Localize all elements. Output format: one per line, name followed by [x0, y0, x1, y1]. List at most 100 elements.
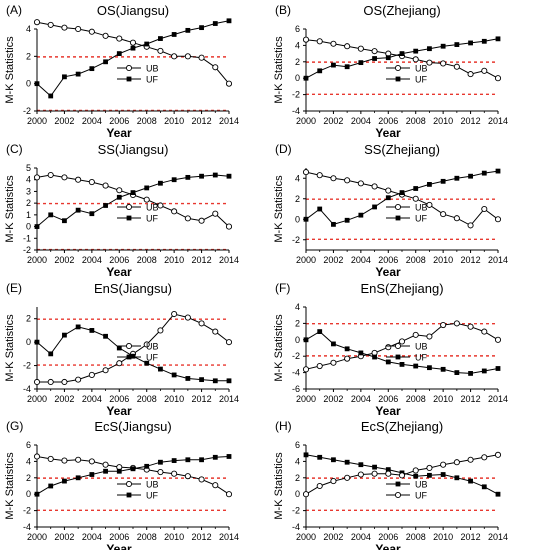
data-point-ub	[102, 32, 109, 39]
data-point-ub	[357, 45, 364, 52]
y-tick-label: -4	[23, 522, 31, 532]
panel-title: EnS(Jiangsu)	[94, 281, 172, 296]
data-point-uf	[494, 451, 502, 458]
data-point-uf	[495, 168, 501, 174]
data-point-uf	[116, 51, 122, 56]
legend-item-uf: UF	[117, 491, 158, 501]
data-point-uf	[398, 472, 406, 479]
data-point-uf	[158, 459, 163, 465]
y-tick-label: 4	[26, 456, 31, 466]
data-point-ub	[212, 482, 219, 489]
x-tick-label: 2004	[82, 255, 102, 265]
x-tick-label: 2000	[27, 532, 47, 542]
x-tick-label: 2004	[82, 116, 102, 126]
legend-item-ub: UB	[117, 342, 159, 352]
y-tick-label: 0	[295, 73, 300, 83]
data-point-ub	[75, 376, 82, 383]
data-point-uf	[481, 38, 487, 44]
legend-item-ub: UB	[386, 342, 428, 352]
data-point-uf	[426, 464, 433, 472]
data-point-uf	[358, 350, 364, 356]
data-point-ub	[481, 67, 488, 74]
data-point-ub	[317, 454, 323, 460]
legend-marker	[394, 491, 402, 499]
data-point-uf	[48, 351, 54, 357]
data-point-uf	[62, 332, 67, 338]
x-tick-label: 2000	[27, 116, 47, 126]
data-point-ub	[426, 333, 433, 340]
data-point-ub	[440, 211, 447, 218]
legend-marker	[395, 76, 401, 82]
y-tick-label: 2	[295, 318, 300, 328]
data-point-ub	[453, 63, 460, 70]
data-point-ub	[453, 215, 460, 222]
data-point-uf	[303, 75, 309, 81]
x-tick-label: 2002	[323, 394, 343, 404]
panel-c: (C) SS(Jiangsu)2000 2002 2004 2006 2008 2010 20…	[4, 142, 239, 279]
data-point-uf	[212, 172, 218, 178]
data-point-uf	[116, 194, 122, 200]
data-point-ub	[481, 328, 488, 335]
data-point-ub	[302, 366, 310, 373]
y-axis-label: M-K Statistics	[273, 314, 285, 382]
data-point-ub	[75, 456, 82, 463]
data-point-ub	[171, 470, 178, 477]
data-point-ub	[357, 180, 364, 187]
data-point-ub	[331, 457, 336, 463]
data-point-uf	[440, 461, 447, 468]
data-point-uf	[144, 360, 150, 366]
data-point-uf	[89, 211, 95, 217]
x-tick-label: 2000	[27, 255, 47, 265]
x-tick-label: 2002	[54, 532, 74, 542]
data-point-ub	[413, 473, 419, 479]
data-point-uf	[357, 471, 364, 478]
data-point-ub	[212, 64, 219, 71]
data-point-uf	[302, 491, 310, 498]
x-tick-label: 2008	[137, 532, 157, 542]
data-point-ub	[330, 40, 337, 47]
x-tick-label: 2006	[378, 394, 398, 404]
data-point-uf	[330, 478, 337, 485]
data-point-uf	[75, 324, 81, 330]
y-tick-label: -2	[23, 106, 31, 116]
data-point-ub	[129, 39, 137, 46]
y-tick-label: 6	[295, 440, 300, 450]
data-point-ub	[116, 360, 123, 367]
panel-a: (A) OS(Jiangsu)2000 2002 2004 2006 2008 2010 20…	[4, 3, 239, 140]
y-tick-label: 6	[26, 440, 31, 450]
y-tick-label: 0	[26, 337, 31, 347]
y-tick-label: -2	[23, 245, 31, 255]
data-point-uf	[103, 59, 108, 65]
legend-marker	[126, 354, 132, 360]
data-point-uf	[316, 482, 323, 490]
y-tick-label: 0	[295, 489, 300, 499]
data-point-uf	[130, 466, 136, 472]
data-point-uf	[385, 195, 391, 201]
data-point-uf	[344, 217, 350, 223]
data-point-ub	[427, 472, 432, 478]
data-point-ub	[171, 53, 178, 60]
data-point-uf	[130, 190, 136, 195]
data-point-uf	[75, 475, 81, 481]
y-tick-label: 6	[295, 24, 300, 34]
data-point-ub	[157, 327, 164, 334]
legend-marker	[126, 76, 132, 82]
panel-title: OS(Jiangsu)	[97, 3, 169, 18]
data-point-uf	[158, 366, 163, 372]
legend-label: UB	[146, 64, 159, 74]
data-point-ub	[75, 176, 82, 183]
data-point-ub	[440, 321, 447, 329]
data-point-uf	[495, 36, 501, 42]
data-point-ub	[88, 28, 95, 35]
data-point-uf	[413, 363, 419, 369]
legend-item-uf: UF	[117, 353, 158, 363]
y-tick-label: 2	[26, 51, 31, 61]
y-axis-label: M-K Statistics	[4, 175, 16, 243]
data-point-uf	[212, 454, 218, 460]
legend-label: UB	[415, 480, 428, 490]
y-tick-label: 2	[295, 473, 300, 483]
data-point-ub	[468, 478, 473, 484]
data-point-ub	[61, 457, 68, 464]
data-point-ub	[33, 174, 41, 181]
data-point-ub	[467, 222, 474, 229]
